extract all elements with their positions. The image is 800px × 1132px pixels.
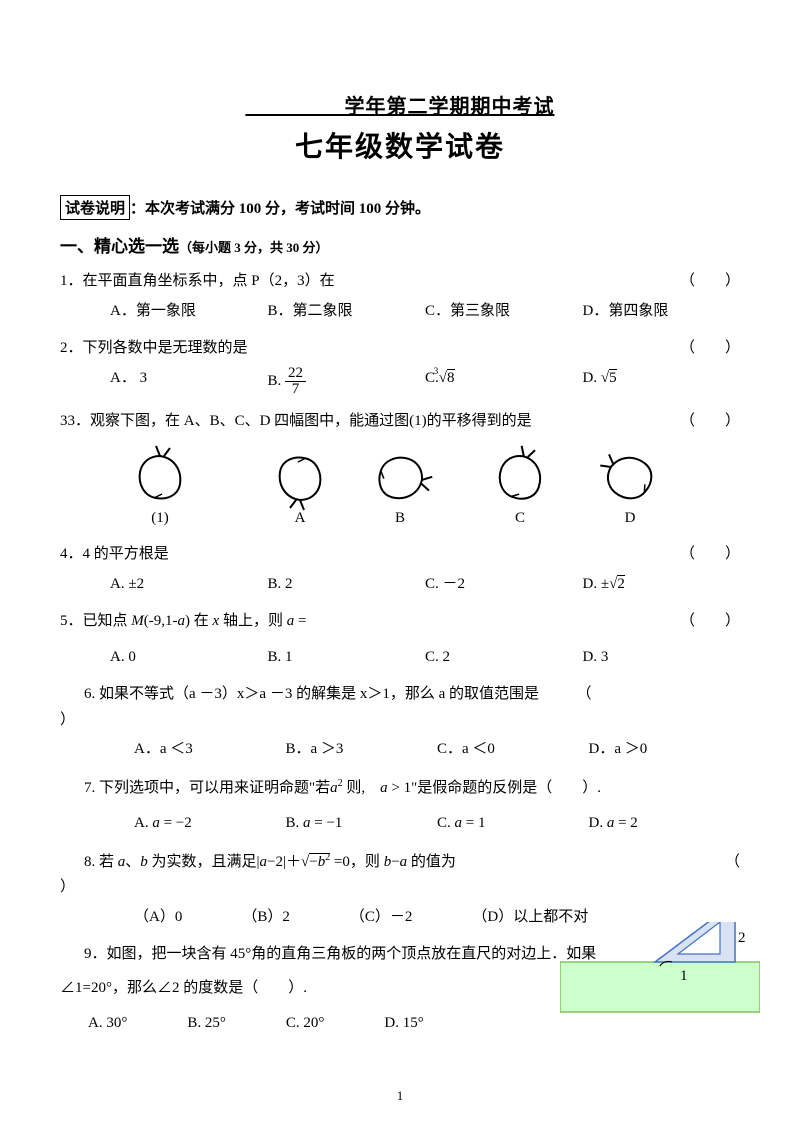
q7-opt-d: D. a = 2 xyxy=(589,811,741,837)
q6-opt-b: B．a ＞3 xyxy=(286,737,438,763)
q7-opt-a: A. a = −2 xyxy=(134,811,286,837)
q4-opt-b: B. 2 xyxy=(268,572,426,598)
header-line2: 七年级数学试卷 xyxy=(60,125,740,165)
question-5: 5．已知点 M(-9,1-a) 在 x 轴上，则 a = （ ） A. 0 B.… xyxy=(60,609,740,670)
q4-opt-a: A. ±2 xyxy=(110,572,268,598)
section-title: 一、精心选一选 xyxy=(60,237,179,256)
page-number: 1 xyxy=(0,1088,800,1104)
q6-opt-a: A．a ＜3 xyxy=(134,737,286,763)
q9-opt-b: B. 25° xyxy=(187,1011,226,1037)
q2-opt-d: D. √5 xyxy=(583,366,741,397)
q3-shapes: (1) A B C D xyxy=(120,440,680,530)
svg-text:D: D xyxy=(625,510,636,526)
question-3: 33．观察下图，在 A、B、C、D 四幅图中，能通过图(1)的平移得到的是 （ … xyxy=(60,409,740,531)
q8-opt-c: （C）－2 xyxy=(350,905,413,931)
q7-opt-c: C. a = 1 xyxy=(437,811,589,837)
q4-opt-c: C. －2 xyxy=(425,572,583,598)
q9-opt-c: C. 20° xyxy=(286,1011,325,1037)
q8-close: ） xyxy=(60,875,740,901)
q1-opt-b: B．第二象限 xyxy=(268,299,426,325)
question-7: 7. 下列选项中，可以用来证明命题"若a2 则, a > 1"是假命题的反例是（… xyxy=(60,775,740,837)
svg-text:C: C xyxy=(515,510,525,526)
q5-paren: （ ） xyxy=(670,609,740,635)
q6-close: ） xyxy=(60,708,740,734)
q1-paren: （ ） xyxy=(670,269,740,295)
q9-opt-d: D. 15° xyxy=(384,1011,423,1037)
q4-text: 4．4 的平方根是 xyxy=(60,542,670,568)
q5-opt-b: B. 1 xyxy=(268,645,426,671)
q9-figure: 2 1 xyxy=(560,922,760,1022)
question-4: 4．4 的平方根是 （ ） A. ±2 B. 2 C. －2 D. ±√2 xyxy=(60,542,740,597)
desc-box: 试卷说明 xyxy=(60,195,130,220)
q5-opt-c: C. 2 xyxy=(425,645,583,671)
q2-text: 2．下列各数中是无理数的是 xyxy=(60,336,670,362)
q7-text: 7. 下列选项中，可以用来证明命题"若a2 则, a > 1"是假命题的反例是（… xyxy=(84,775,740,802)
svg-text:B: B xyxy=(395,510,405,526)
svg-text:1: 1 xyxy=(680,968,688,984)
q9-opt-a: A. 30° xyxy=(88,1011,127,1037)
desc-rest: ：本次考试满分 100 分，考试时间 100 分钟。 xyxy=(130,201,430,217)
q2-paren: （ ） xyxy=(670,336,740,362)
q7-opt-b: B. a = −1 xyxy=(286,811,438,837)
q6-opt-d: D．a ＞0 xyxy=(589,737,741,763)
q1-opt-c: C．第三象限 xyxy=(425,299,583,325)
q8-open: （ xyxy=(715,850,740,876)
q1-opt-d: D．第四象限 xyxy=(583,299,741,325)
section-sub: （每小题 3 分，共 30 分） xyxy=(179,240,329,255)
q3-paren: （ ） xyxy=(670,409,740,435)
q5-opt-a: A. 0 xyxy=(110,645,268,671)
question-2: 2．下列各数中是无理数的是 （ ） A． 3 B. 227 C.3√8 D. √… xyxy=(60,336,740,397)
q4-opt-d: D. ±√2 xyxy=(583,572,741,598)
q5-opt-d: D. 3 xyxy=(583,645,741,671)
question-1: 1．在平面直角坐标系中，点 P（2，3）在 （ ） A．第一象限 B．第二象限 … xyxy=(60,269,740,324)
q3-text: 33．观察下图，在 A、B、C、D 四幅图中，能通过图(1)的平移得到的是 xyxy=(60,409,670,435)
svg-text:2: 2 xyxy=(738,930,746,946)
question-8: 8. 若 a、b 为实数，且满足|a−2|＋√−b2 =0，则 b−a 的值为 … xyxy=(60,849,740,931)
q6-text: 6. 如果不等式（a －3）x＞a －3 的解集是 x＞1，那么 a 的取值范围… xyxy=(84,682,740,708)
header-line1: _________学年第二学期期中考试 xyxy=(60,90,740,119)
exam-description: 试卷说明：本次考试满分 100 分，考试时间 100 分钟。 xyxy=(60,195,740,220)
q4-paren: （ ） xyxy=(670,542,740,568)
svg-text:(1): (1) xyxy=(151,510,169,526)
q6-opt-c: C．a ＜0 xyxy=(437,737,589,763)
q2-opt-c: C.3√8 xyxy=(425,366,583,397)
svg-text:A: A xyxy=(295,510,306,526)
q8-text: 8. 若 a、b 为实数，且满足|a−2|＋√−b2 =0，则 b−a 的值为 xyxy=(84,849,715,876)
q2-opt-a: A． 3 xyxy=(110,366,268,397)
q2-opt-b: B. 227 xyxy=(268,366,426,397)
q1-opt-a: A．第一象限 xyxy=(110,299,268,325)
q5-text: 5．已知点 M(-9,1-a) 在 x 轴上，则 a = xyxy=(60,609,670,635)
section-a-heading: 一、精心选一选（每小题 3 分，共 30 分） xyxy=(60,232,740,257)
q8-opt-a: （A）0 xyxy=(134,905,182,931)
q1-text: 1．在平面直角坐标系中，点 P（2，3）在 xyxy=(60,269,670,295)
q8-opt-b: （B）2 xyxy=(242,905,290,931)
question-6: 6. 如果不等式（a －3）x＞a －3 的解集是 x＞1，那么 a 的取值范围… xyxy=(60,682,740,763)
